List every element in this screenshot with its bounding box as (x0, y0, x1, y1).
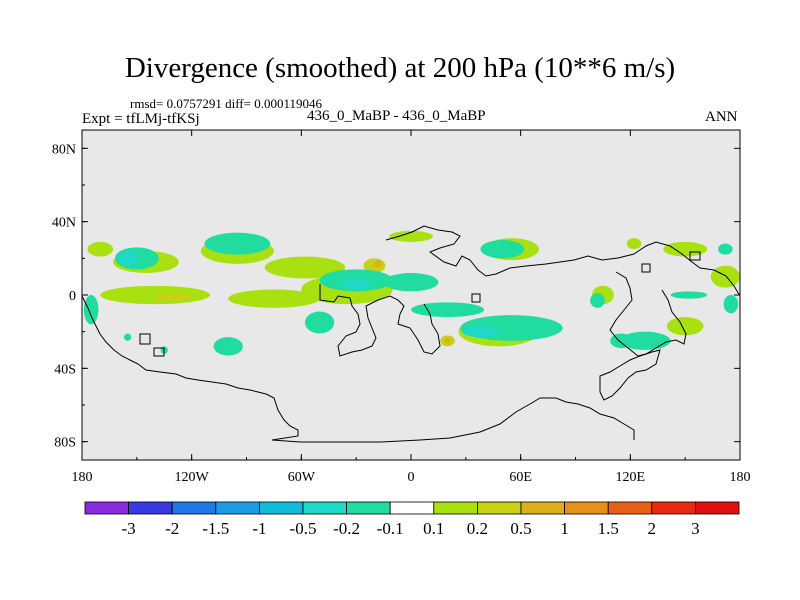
coastlines (82, 225, 740, 443)
contour-region-0 (87, 241, 114, 257)
colorbar-label: -1.5 (202, 519, 229, 538)
x-tick-label: 180 (730, 470, 751, 485)
coastline-americas (82, 295, 299, 441)
coastline-australia (599, 349, 661, 401)
contour-region-31 (124, 333, 132, 341)
y-tick-label: 80N (52, 142, 76, 157)
x-tick-label: 60W (288, 470, 316, 485)
coastline-eurasia (385, 225, 740, 297)
contour-region-26 (619, 331, 671, 351)
x-tick-label: 60E (509, 470, 532, 485)
colorbar-swatch (607, 501, 653, 515)
colorbar-swatch (651, 501, 696, 515)
contour-region-38 (341, 278, 371, 290)
coastline-islands (139, 251, 701, 357)
colorbar-label: -0.2 (333, 519, 360, 538)
axes: 180 120W 60W 0 60E 120E 180 80N 40N 0 40S 80S (52, 130, 751, 485)
colorbar-swatch (389, 501, 435, 515)
contour-region-35 (610, 333, 633, 349)
contour-region-7 (389, 230, 433, 242)
colorbar-swatch (302, 501, 347, 515)
contour-region-39 (374, 260, 382, 268)
colorbar-swatch (215, 501, 260, 515)
contour-region-21 (383, 273, 439, 292)
colorbar: -3 -2 -1.5 -1 -0.5 -0.2 -0.1 0.1 0.2 0.5 1 1.5 2 3 (84, 501, 740, 538)
colorbar-label: 3 (691, 519, 700, 538)
contour-region-36 (118, 251, 137, 266)
colorbar-label: -2 (165, 519, 179, 538)
contour-regions (83, 230, 740, 356)
colorbar-label: 0.1 (423, 519, 444, 538)
colorbar-label: -3 (122, 519, 136, 538)
colorbar-swatch (433, 501, 478, 515)
contour-region-10 (710, 265, 740, 288)
colorbar-swatch (520, 501, 565, 515)
x-tick-label: 120W (175, 470, 210, 485)
x-tick-label: 120E (616, 470, 646, 485)
colorbar-label: 0.5 (510, 519, 531, 538)
contour-region-4 (100, 285, 210, 305)
contour-region-30 (723, 295, 739, 314)
contour-region-37 (462, 326, 499, 338)
contour-region-34 (590, 293, 605, 308)
contour-region-33 (718, 243, 733, 255)
contour-region-28 (304, 311, 335, 334)
colorbar-swatch (171, 501, 217, 515)
contour-region-3 (264, 256, 346, 279)
colorbar-swatch (564, 501, 609, 515)
rmsd-diff-stats: rmsd= 0.0757291 diff= 0.000119046 (130, 96, 322, 111)
experiment-label: Expt = tfLMj-tfKSj (82, 111, 200, 127)
contour-region-23 (411, 302, 485, 317)
comparison-label: 436_0_MaBP - 436_0_MaBP (307, 108, 486, 124)
contour-region-25 (670, 291, 708, 299)
x-tick-label: 180 (72, 470, 93, 485)
coastline-africa-europe (319, 284, 441, 357)
colorbar-swatch (258, 501, 304, 515)
colorbar-swatch (84, 501, 129, 515)
x-tick-label: 0 (408, 470, 415, 485)
colorbar-swatch (695, 501, 740, 515)
contour-region-16 (155, 293, 192, 301)
contour-region-12 (666, 317, 704, 336)
colorbar-label: 1 (560, 519, 569, 538)
y-tick-label: 40N (52, 216, 76, 231)
colorbar-swatch (346, 501, 391, 515)
colorbar-label: -0.5 (290, 519, 317, 538)
colorbar-label: -1 (252, 519, 266, 538)
contour-region-9 (663, 241, 708, 257)
colorbar-swatch (128, 501, 173, 515)
contour-region-22 (480, 240, 525, 259)
contour-region-29 (83, 295, 99, 325)
colorbar-label: -0.1 (377, 519, 404, 538)
y-tick-label: 40S (54, 362, 76, 377)
contour-region-19 (204, 232, 271, 255)
contour-region-40 (444, 338, 451, 344)
colorbar-label: 2 (648, 519, 657, 538)
chart-title: Divergence (smoothed) at 200 hPa (10**6 … (124, 52, 676, 84)
y-tick-label: 80S (54, 436, 76, 451)
colorbar-label: 1.5 (598, 519, 619, 538)
colorbar-label: 0.2 (467, 519, 488, 538)
coastline-antarctica (271, 397, 635, 443)
colorbar-swatch (476, 501, 522, 515)
season-label: ANN (705, 109, 738, 125)
contour-region-27 (213, 337, 243, 356)
contour-region-5 (228, 289, 320, 308)
y-tick-label: 0 (69, 289, 76, 304)
contour-region-14 (626, 238, 642, 250)
